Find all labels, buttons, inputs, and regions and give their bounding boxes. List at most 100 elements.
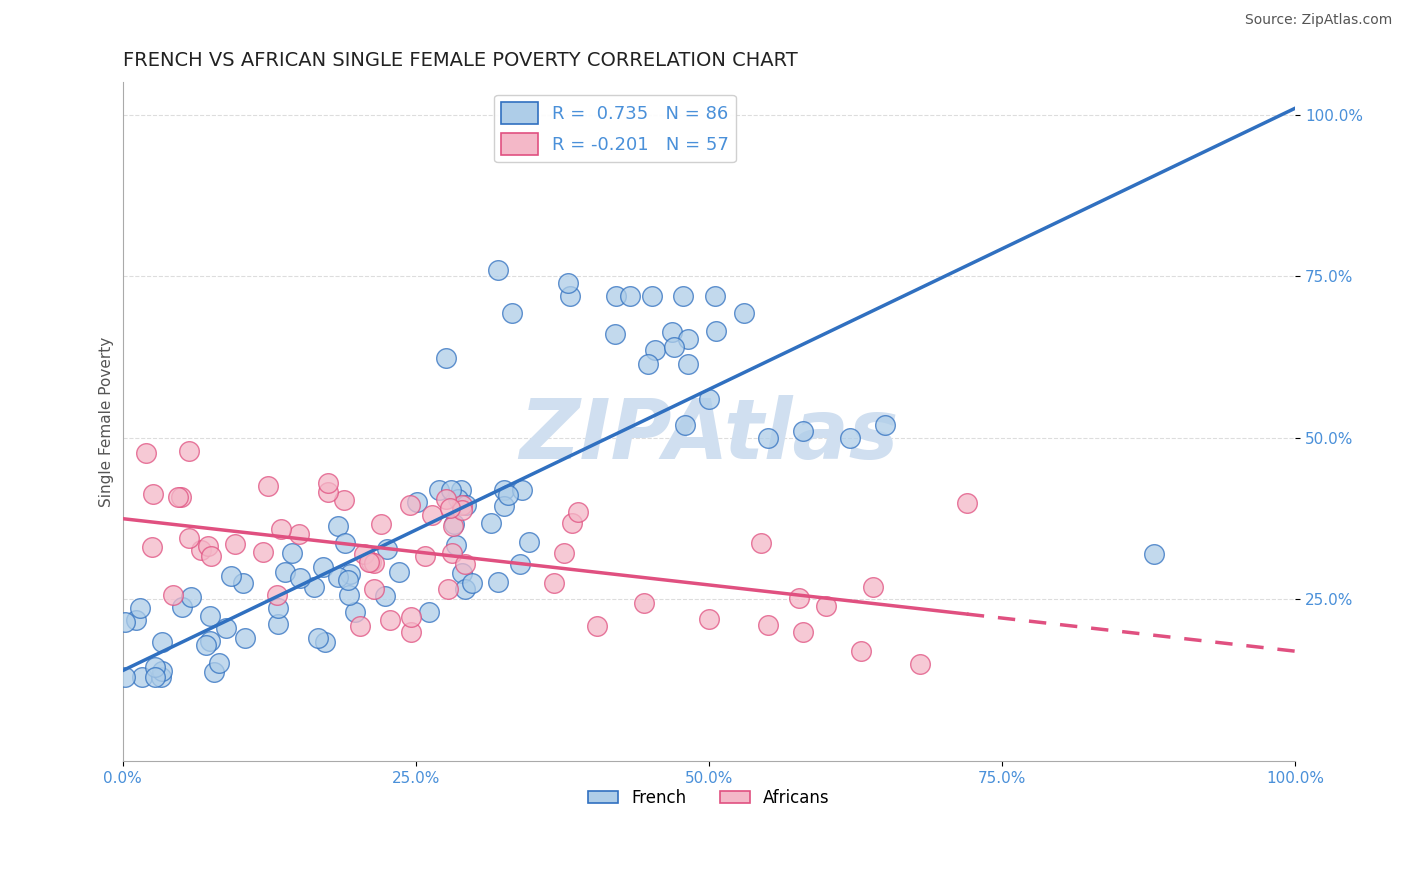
Point (363, 582, 385, 596)
Point (387, 565, 409, 579)
Point (676, 357, 699, 371)
Point (671, 288, 693, 302)
Point (437, 582, 460, 596)
Point (413, 549, 436, 563)
Point (208, 656, 231, 670)
Point (337, 573, 360, 587)
Legend: French, Africans: French, Africans (582, 782, 837, 814)
Point (380, 613, 402, 627)
Point (661, 326, 683, 340)
Point (434, 491, 457, 506)
Point (641, 288, 664, 302)
Point (543, 576, 565, 591)
Point (633, 596, 655, 610)
Point (343, 606, 366, 620)
Point (446, 538, 468, 552)
Text: ZIPAtlas: ZIPAtlas (519, 395, 898, 475)
Point (456, 498, 478, 512)
Point (266, 588, 288, 602)
Point (605, 327, 627, 342)
Point (451, 503, 474, 517)
Point (676, 332, 699, 346)
Point (312, 559, 335, 574)
Point (215, 621, 238, 635)
Point (326, 569, 349, 583)
Point (441, 519, 464, 533)
Point (150, 665, 173, 679)
Text: Source: ZipAtlas.com: Source: ZipAtlas.com (1244, 13, 1392, 28)
Point (274, 566, 297, 580)
Point (756, 431, 779, 445)
Point (644, 343, 666, 357)
Point (190, 542, 212, 557)
Point (128, 601, 150, 615)
Point (143, 670, 166, 684)
Point (697, 392, 720, 406)
Point (443, 516, 465, 531)
Point (169, 491, 191, 505)
Point (197, 539, 219, 553)
Point (314, 635, 336, 649)
Point (162, 588, 184, 602)
Point (399, 499, 422, 513)
Point (560, 288, 582, 302)
Point (446, 491, 468, 506)
Point (375, 541, 398, 556)
Point (461, 576, 484, 591)
Point (441, 546, 464, 560)
Point (873, 417, 896, 432)
Point (177, 443, 200, 458)
Point (370, 516, 392, 531)
Point (232, 576, 254, 591)
Point (605, 288, 627, 302)
Point (374, 589, 396, 603)
Point (224, 537, 246, 551)
Point (733, 306, 755, 320)
Point (787, 591, 810, 605)
Point (451, 566, 474, 580)
Point (434, 351, 457, 365)
Point (420, 508, 443, 523)
Point (143, 659, 166, 673)
Point (675, 417, 697, 432)
Point (302, 580, 325, 594)
Point (266, 601, 288, 615)
Point (326, 519, 349, 533)
Point (838, 431, 860, 445)
Point (142, 487, 165, 501)
Point (956, 495, 979, 509)
Point (553, 546, 575, 560)
Point (333, 535, 356, 549)
Point (399, 624, 422, 639)
Point (662, 340, 685, 354)
Point (440, 483, 463, 497)
Point (233, 631, 256, 645)
Point (567, 505, 589, 519)
Point (851, 644, 873, 658)
Point (492, 499, 515, 513)
Point (405, 495, 427, 509)
Point (135, 446, 157, 460)
Point (337, 588, 360, 602)
Point (454, 582, 477, 596)
Point (170, 599, 193, 614)
Point (792, 425, 814, 439)
Point (704, 324, 727, 338)
Text: FRENCH VS AFRICAN SINGLE FEMALE POVERTY CORRELATION CHART: FRENCH VS AFRICAN SINGLE FEMALE POVERTY … (122, 51, 797, 70)
Point (418, 606, 440, 620)
Point (280, 546, 302, 560)
Point (585, 618, 607, 632)
Point (792, 624, 814, 639)
Point (450, 498, 472, 512)
Point (360, 555, 382, 569)
Point (703, 288, 725, 302)
Point (557, 276, 579, 290)
Point (697, 612, 720, 626)
Point (749, 535, 772, 549)
Point (619, 288, 641, 302)
Point (290, 570, 312, 584)
Point (124, 613, 146, 627)
Point (252, 544, 274, 558)
Point (908, 657, 931, 672)
Point (560, 516, 582, 530)
